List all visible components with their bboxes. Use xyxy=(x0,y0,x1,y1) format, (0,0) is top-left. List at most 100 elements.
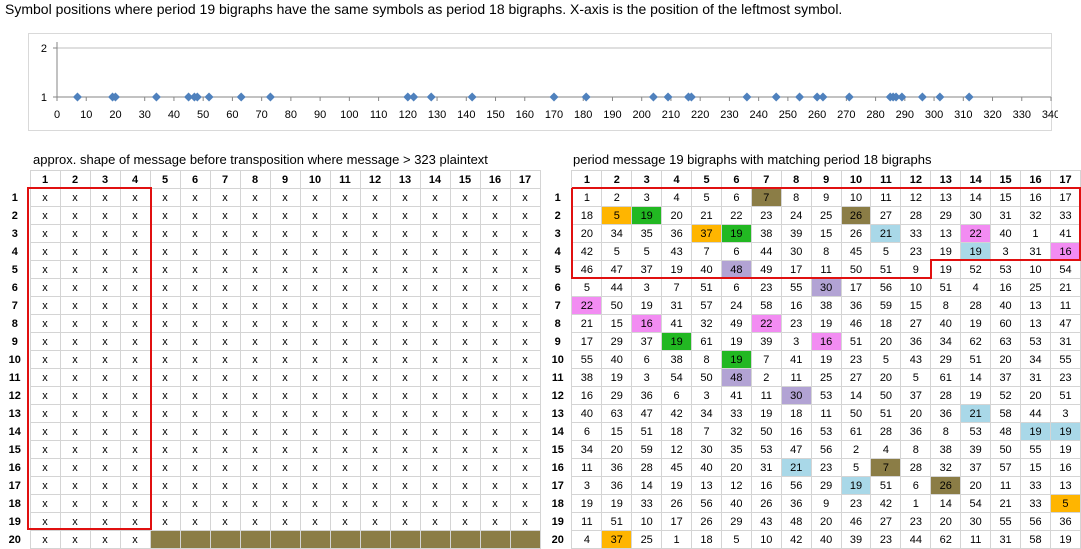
grid-cell: x xyxy=(59,404,91,423)
data-cell: 38 xyxy=(750,224,782,243)
grid-cell: x xyxy=(419,512,451,531)
grid-cell: x xyxy=(509,242,541,261)
data-cell: 53 xyxy=(1020,332,1051,351)
grid-cell: x xyxy=(119,242,151,261)
data-cell: 29 xyxy=(930,350,962,369)
grid-cell: x xyxy=(479,386,511,405)
data-cell: 19 xyxy=(720,332,752,351)
x-tick-label: 130 xyxy=(428,109,446,121)
data-cell: 28 xyxy=(631,458,663,477)
empty-cell xyxy=(419,530,451,549)
grid-cell: x xyxy=(269,242,301,261)
data-cell: 58 xyxy=(990,404,1022,423)
grid-cell: x xyxy=(179,206,211,225)
data-cell: 16 xyxy=(1049,458,1081,477)
grid-cell: x xyxy=(329,242,361,261)
grid-cell: x xyxy=(359,422,391,441)
data-cell: 13 xyxy=(930,188,962,207)
data-cell: 16 xyxy=(810,332,842,351)
grid-cell: x xyxy=(449,242,481,261)
data-cell: 31 xyxy=(990,530,1022,549)
data-cell: 9 xyxy=(810,494,842,513)
grid-cell: x xyxy=(359,224,391,243)
data-cell: 58 xyxy=(1020,530,1051,549)
data-cell: 20 xyxy=(810,512,842,531)
grid-cell: x xyxy=(239,458,271,477)
grid-cell: x xyxy=(269,440,301,459)
grid-cell: x xyxy=(209,368,241,387)
data-cell: 20 xyxy=(571,224,603,243)
data-cell: 51 xyxy=(1049,386,1081,405)
data-cell: 56 xyxy=(691,494,722,513)
grid-cell: x xyxy=(359,314,391,333)
grid-cell: x xyxy=(359,458,391,477)
data-cell: 8 xyxy=(930,296,962,315)
grid-cell: x xyxy=(419,242,451,261)
grid-cell: x xyxy=(89,368,121,387)
data-cell: 18 xyxy=(571,206,603,225)
grid-cell: x xyxy=(209,440,241,459)
left-table-caption: approx. shape of message before transpos… xyxy=(33,152,488,167)
column-header: 12 xyxy=(900,170,932,189)
grid-cell: x xyxy=(119,296,151,315)
row-header: 1 xyxy=(11,191,18,204)
grid-cell: x xyxy=(299,404,331,423)
grid-cell: x xyxy=(329,458,361,477)
grid-cell: x xyxy=(89,422,121,441)
row-header: 8 xyxy=(554,317,561,330)
column-header: 5 xyxy=(691,170,722,189)
data-cell: 6 xyxy=(720,242,752,261)
grid-cell: x xyxy=(59,278,91,297)
grid-cell: x xyxy=(209,224,241,243)
grid-cell: x xyxy=(329,332,361,351)
data-cell: 1 xyxy=(900,494,932,513)
data-cell: 46 xyxy=(840,512,872,531)
grid-cell: x xyxy=(89,242,121,261)
column-header: 5 xyxy=(149,170,181,189)
grid-cell: x xyxy=(389,512,421,531)
data-cell: 5 xyxy=(631,242,663,261)
data-cell: 13 xyxy=(691,476,722,495)
grid-cell: x xyxy=(119,440,151,459)
data-cell: 15 xyxy=(601,314,633,333)
x-tick-label: 160 xyxy=(516,109,534,121)
data-cell: 3 xyxy=(631,278,663,297)
row-header: 12 xyxy=(8,389,21,402)
data-cell: 11 xyxy=(810,260,842,279)
grid-cell: x xyxy=(299,206,331,225)
grid-cell: x xyxy=(239,386,271,405)
grid-cell: x xyxy=(479,512,511,531)
grid-cell: x xyxy=(269,278,301,297)
grid-cell: x xyxy=(29,296,61,315)
data-cell: 9 xyxy=(810,188,842,207)
row-header: 7 xyxy=(11,299,18,312)
data-cell: 39 xyxy=(960,440,992,459)
grid-cell: x xyxy=(299,296,331,315)
grid-cell: x xyxy=(269,260,301,279)
data-cell: 51 xyxy=(631,422,663,441)
data-cell: 29 xyxy=(930,206,962,225)
y-tick-label: 1 xyxy=(41,92,47,104)
data-cell: 11 xyxy=(780,368,812,387)
grid-cell: x xyxy=(119,332,151,351)
data-cell: 6 xyxy=(900,476,932,495)
data-cell: 13 xyxy=(930,224,962,243)
data-cell: 19 xyxy=(601,368,633,387)
data-cell: 50 xyxy=(840,404,872,423)
data-cell: 10 xyxy=(840,188,872,207)
data-cell: 13 xyxy=(1020,296,1051,315)
data-point xyxy=(236,92,246,102)
data-cell: 40 xyxy=(990,224,1022,243)
grid-cell: x xyxy=(269,350,301,369)
data-cell: 35 xyxy=(631,224,663,243)
data-cell: 38 xyxy=(661,350,693,369)
data-cell: 11 xyxy=(571,458,603,477)
empty-cell xyxy=(239,530,271,549)
grid-cell: x xyxy=(239,368,271,387)
data-cell: 22 xyxy=(720,206,752,225)
data-cell: 19 xyxy=(810,314,842,333)
grid-cell: x xyxy=(119,404,151,423)
grid-cell: x xyxy=(29,332,61,351)
grid-cell: x xyxy=(299,224,331,243)
grid-cell: x xyxy=(449,368,481,387)
